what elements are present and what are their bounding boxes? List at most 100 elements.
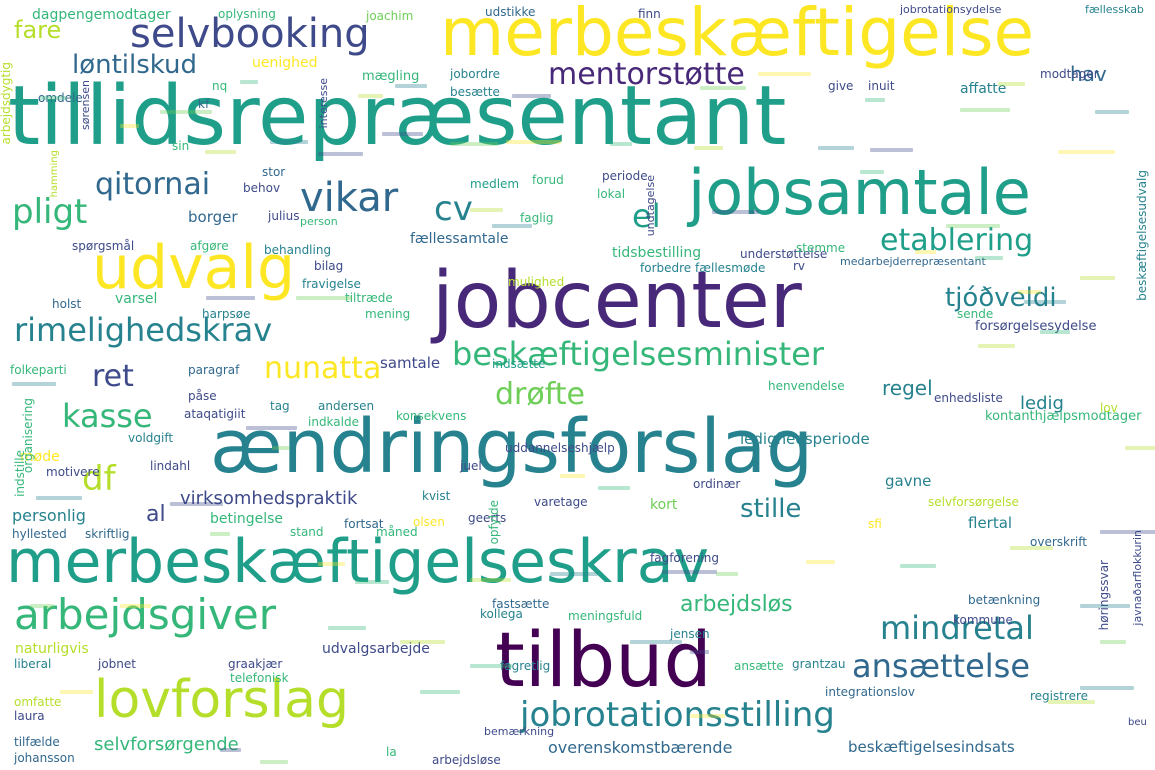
faint-filler-word	[630, 640, 682, 644]
vertical-word-opfylde-5: opfylde	[487, 500, 501, 545]
faint-filler-word	[470, 578, 511, 582]
word-joachim-152: joachim	[366, 9, 414, 23]
word-rv-101: rv	[793, 259, 806, 273]
word-sende-105: sende	[957, 307, 994, 321]
word-beskæftigelsesindsats-44: beskæftigelsesindsats	[848, 738, 1015, 756]
faint-filler-word	[694, 146, 723, 150]
faint-filler-word	[662, 570, 717, 574]
faint-filler-word	[60, 690, 93, 694]
word-beskæftigelsesminister-22: beskæftigelsesminister	[452, 335, 824, 373]
word-uddannelseshjælp-63: uddannelseshjælp	[505, 441, 615, 455]
word-kasse-26: kasse	[62, 397, 153, 435]
word-varsel-49: varsel	[115, 291, 158, 307]
word-faglig-47: faglig	[520, 211, 554, 225]
word-grantzau-138: grantzau	[792, 657, 846, 671]
faint-filler-word	[36, 496, 82, 500]
vertical-word-javnaðarflokkurin-8: javnaðarflokkurin	[1131, 530, 1144, 626]
word-spørgsmål-94: spørgsmål	[72, 239, 135, 253]
faint-filler-word	[865, 98, 885, 102]
word-fagforening-68: fagforening	[650, 551, 719, 565]
word-kort-54: kort	[650, 497, 678, 513]
faint-filler-word	[220, 748, 241, 752]
word-fagretlig-69: fagretlig	[500, 659, 551, 673]
word-give-80: give	[828, 79, 854, 93]
faint-filler-word	[1080, 604, 1130, 608]
faint-filler-word	[560, 474, 585, 478]
word-pligt-15: pligt	[12, 192, 88, 232]
word-graakjær-141: graakjær	[228, 657, 283, 671]
vertical-word-undtagelse-2: undtagelse	[644, 175, 657, 237]
word-stand-129: stand	[290, 525, 324, 539]
faint-filler-word	[758, 72, 811, 76]
word-enhedsliste-116: enhedsliste	[934, 391, 1003, 405]
word-fællesskab-77: fællesskab	[1085, 3, 1144, 16]
word-sin-86: sin	[172, 139, 190, 153]
vertical-word-indstille-4: indstille	[13, 450, 27, 497]
word-tidsbestilling-46: tidsbestilling	[612, 245, 702, 261]
word-ledighedsperiode-60: ledighedsperiode	[740, 430, 870, 448]
word-varetage-123: varetage	[534, 495, 588, 509]
word-mening-104: mening	[365, 307, 411, 321]
word-el-14: el	[632, 197, 661, 235]
faint-filler-word	[712, 210, 759, 214]
faint-filler-word	[1018, 290, 1041, 294]
word-konsekvens-113: konsekvens	[396, 409, 467, 423]
word-omdele-83: omdele	[38, 91, 83, 105]
faint-filler-word	[450, 142, 498, 146]
word-lovforslag-40: lovforslag	[94, 670, 349, 730]
faint-filler-word	[270, 140, 308, 144]
word-jobordre-81: jobordre	[450, 67, 501, 81]
word-lov-117: lov	[1100, 401, 1118, 415]
word-overenskomstbærende-43: overenskomstbærende	[548, 738, 733, 757]
word-modtager-78: modtager	[1040, 67, 1099, 81]
word-geerts-132: geerts	[468, 511, 507, 525]
faint-filler-word	[12, 382, 56, 386]
word-inuit-79: inuit	[868, 79, 895, 93]
vertical-word-arbejdsdygtig-0: arbejdsdygtig	[0, 62, 13, 145]
faint-filler-word	[240, 80, 258, 84]
word-overskrift-67: overskrift	[1030, 535, 1087, 549]
word-finn-75: finn	[638, 7, 661, 21]
word-paragraf-107: paragraf	[188, 363, 240, 377]
word-forsørgelsesydelse-61: forsørgelsesydelse	[975, 319, 1097, 334]
word-gavne-55: gavne	[885, 472, 932, 490]
word-drøfte-25: drøfte	[495, 377, 585, 412]
word-fravigelse-98: fravigelse	[302, 277, 361, 291]
word-udvalg-16: udvalg	[92, 233, 296, 303]
faint-filler-word	[860, 170, 884, 174]
word-afgøre-95: afgøre	[190, 239, 229, 253]
word-mægling-8: mægling	[362, 69, 420, 84]
vertical-word-beskæftigelsesudvalg-7: beskæftigelsesudvalg	[1135, 170, 1149, 301]
word-juel-121: juel	[460, 459, 482, 473]
word-df-30: df	[82, 459, 116, 499]
faint-filler-word	[550, 572, 598, 576]
word-ændringsforslag-29: ændringsforslag	[210, 404, 814, 490]
faint-filler-word	[40, 96, 66, 100]
word-betingelse-53: betingelse	[210, 511, 284, 527]
word-tag-109: tag	[270, 399, 290, 413]
word-lindahl-120: lindahl	[150, 459, 191, 473]
word-hyllested-127: hyllested	[12, 527, 67, 541]
vertical-word-hamming-10: hamming	[49, 150, 60, 198]
faint-filler-word	[470, 208, 503, 212]
word-besætte-82: besætte	[450, 85, 500, 99]
word-uenighed-7: uenighed	[252, 55, 318, 71]
faint-filler-word	[512, 94, 551, 98]
word-tiltræde-50: tiltræde	[345, 291, 393, 305]
word-behov-88: behov	[243, 181, 281, 195]
word-udstikke-74: udstikke	[485, 5, 536, 19]
word-dagpengemodtager-72: dagpengemodtager	[32, 7, 171, 23]
faint-filler-word	[120, 124, 139, 128]
word-olsen-131: olsen	[413, 515, 445, 529]
faint-filler-word	[960, 108, 1010, 112]
word-meningsfuld-135: meningsfuld	[568, 609, 643, 623]
word-merbeskæftigelse-0: merbeskæftigelse	[440, 0, 1035, 71]
faint-filler-word	[355, 580, 389, 584]
word-jensen-136: jensen	[670, 627, 710, 641]
word-personlig-33: personlig	[12, 506, 86, 525]
faint-filler-word	[1058, 150, 1115, 154]
word-skriftlig-128: skriftlig	[85, 527, 130, 541]
faint-filler-word	[1010, 546, 1053, 550]
word-arbejdsløs-36: arbejdsløs	[680, 592, 793, 617]
word-fastsætte-134: fastsætte	[492, 597, 550, 611]
